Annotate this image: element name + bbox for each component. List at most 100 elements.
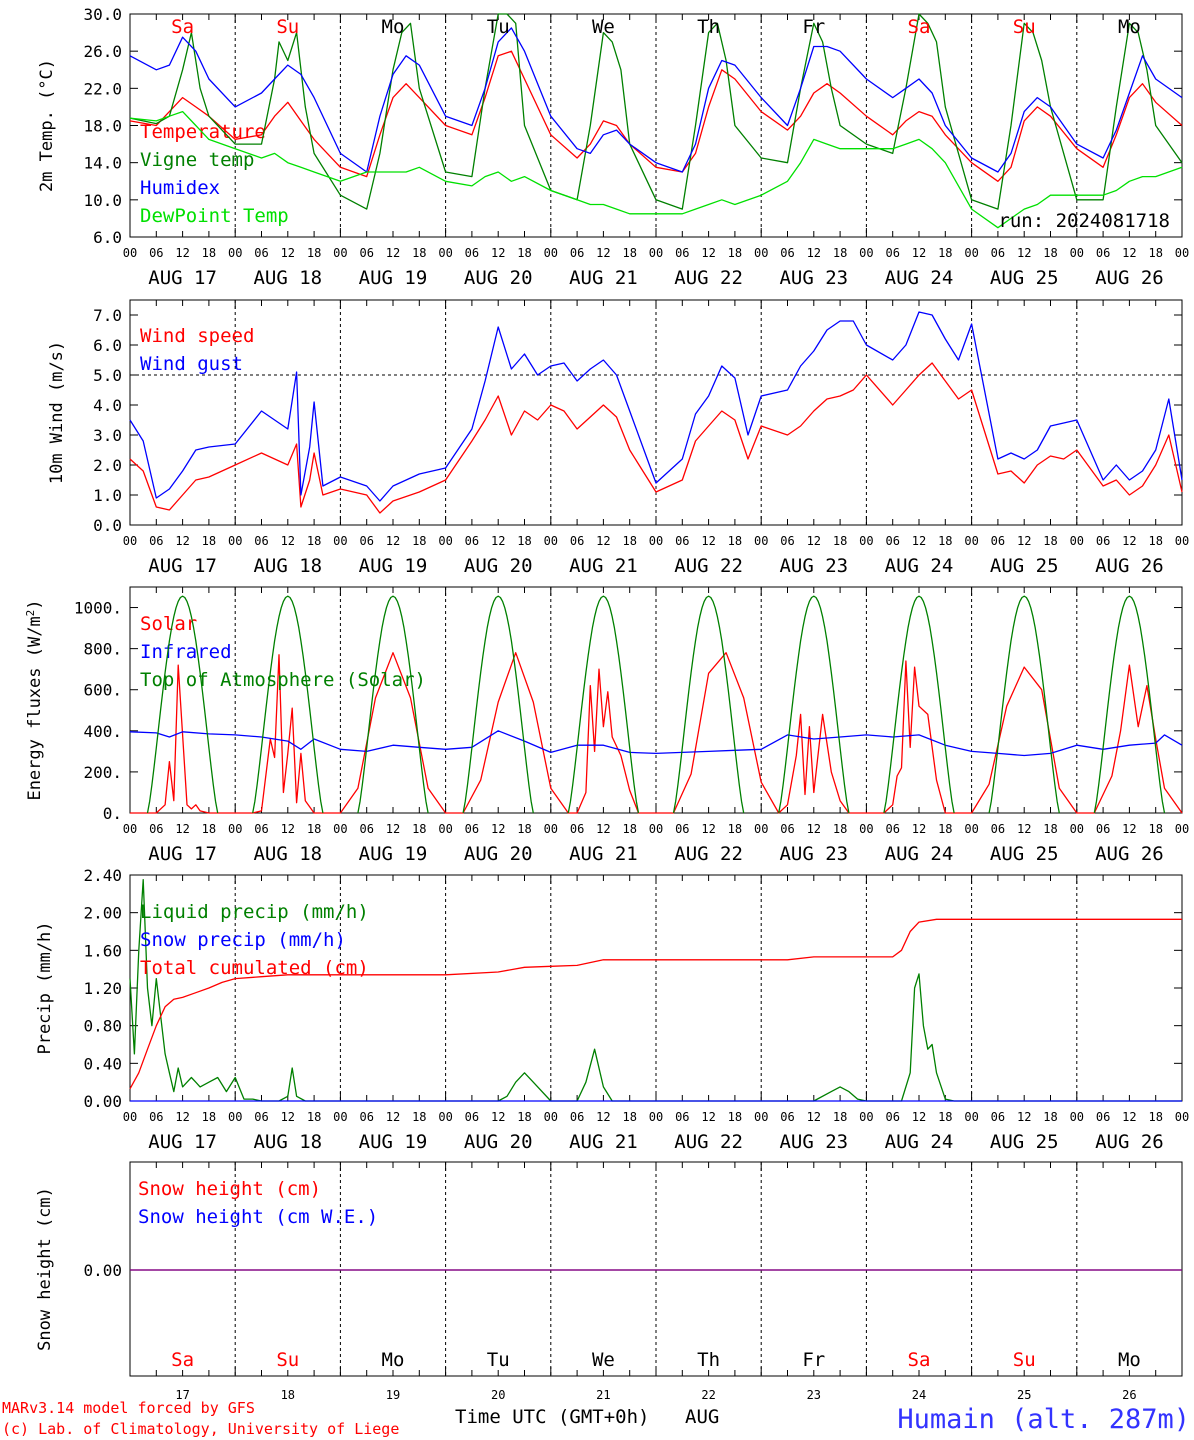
hour-tick-label: 18 <box>202 246 216 260</box>
hour-tick-label: 12 <box>175 1110 189 1124</box>
date-label: AUG 21 <box>569 843 638 865</box>
legend-entry: Total cumulated (cm) <box>140 957 369 979</box>
hour-tick-label: 06 <box>991 1110 1005 1124</box>
series-line-total-cumulated-cm- <box>129 918 1182 1090</box>
y-tick-label: 0.80 <box>83 1017 122 1036</box>
hour-tick-label: 12 <box>281 534 295 548</box>
y-axis-label: 2m Temp. (°C) <box>37 59 57 192</box>
hour-tick-label: 06 <box>675 822 689 836</box>
hour-tick-label: 00 <box>123 1110 137 1124</box>
hour-tick-label: 00 <box>1070 822 1084 836</box>
hour-tick-label: 12 <box>807 246 821 260</box>
y-tick-label: 6.0 <box>93 336 122 355</box>
series-line-infrared <box>129 730 1183 757</box>
hour-tick-label: 12 <box>912 822 926 836</box>
date-label: AUG 26 <box>1095 1131 1164 1153</box>
day-number-label: 17 <box>175 1388 189 1402</box>
y-tick-label: 6.0 <box>93 228 122 247</box>
hour-tick-label: 00 <box>438 822 452 836</box>
hour-tick-label: 06 <box>359 534 373 548</box>
date-label: AUG 22 <box>674 555 743 577</box>
y-tick-label: 26.0 <box>83 42 122 61</box>
legend-entry: Infrared <box>140 641 232 663</box>
hour-tick-label: 06 <box>885 1110 899 1124</box>
y-tick-label: 800. <box>83 640 122 659</box>
date-label: AUG 24 <box>885 1131 954 1153</box>
hour-tick-label: 12 <box>1122 534 1136 548</box>
hour-tick-label: 12 <box>596 534 610 548</box>
hour-tick-label: 06 <box>991 246 1005 260</box>
y-tick-label: 1000. <box>74 599 122 618</box>
hour-tick-label: 12 <box>491 822 505 836</box>
hour-tick-label: 12 <box>281 1110 295 1124</box>
hour-tick-label: 12 <box>1017 1110 1031 1124</box>
legend-entry: Snow precip (mm/h) <box>140 929 346 951</box>
hour-tick-label: 06 <box>254 1110 268 1124</box>
date-label: AUG 20 <box>464 843 533 865</box>
hour-tick-label: 00 <box>228 534 242 548</box>
series-line-vigne-temp <box>129 13 1183 210</box>
hour-tick-label: 18 <box>517 822 531 836</box>
weekday-label: Su <box>276 1349 299 1371</box>
hour-tick-label: 18 <box>1148 534 1162 548</box>
hour-tick-label: 18 <box>622 246 636 260</box>
weekday-label: Mo <box>382 1349 405 1371</box>
hour-tick-label: 00 <box>754 1110 768 1124</box>
series-line-solar <box>130 652 1183 814</box>
hour-tick-label: 12 <box>281 246 295 260</box>
hour-tick-label: 00 <box>123 246 137 260</box>
hour-tick-label: 06 <box>991 822 1005 836</box>
series-line-top-of-atmosphere-solar- <box>146 595 1166 814</box>
hour-tick-label: 12 <box>701 822 715 836</box>
hour-tick-label: 00 <box>859 822 873 836</box>
series-line-wind-gust <box>129 311 1183 502</box>
y-tick-label: 5.0 <box>93 366 122 385</box>
hour-tick-label: 12 <box>386 246 400 260</box>
hour-tick-label: 00 <box>228 822 242 836</box>
day-number-label: 25 <box>1017 1388 1031 1402</box>
hour-tick-label: 06 <box>149 534 163 548</box>
date-label: AUG 25 <box>990 555 1059 577</box>
hour-tick-label: 06 <box>675 246 689 260</box>
hour-tick-label: 00 <box>438 1110 452 1124</box>
y-axis-label: Energy fluxes (W/m2) <box>24 599 46 800</box>
hour-tick-label: 12 <box>1017 246 1031 260</box>
hour-tick-label: 12 <box>386 822 400 836</box>
weekday-label: Tu <box>487 1349 510 1371</box>
panel-4: 0.00 0.40 0.80 1.20 1.60 2.00 2.40 Precip (mm/h… <box>35 866 1189 1153</box>
weekday-label: Sa <box>171 16 194 38</box>
hour-tick-label: 00 <box>544 1110 558 1124</box>
y-axis-label: Snow height (cm) <box>35 1187 55 1351</box>
hour-tick-label: 18 <box>728 534 742 548</box>
hour-tick-label: 00 <box>1175 246 1189 260</box>
hour-tick-label: 18 <box>307 1110 321 1124</box>
hour-tick-label: 00 <box>964 534 978 548</box>
hour-tick-label: 18 <box>1043 246 1057 260</box>
hour-tick-label: 06 <box>780 822 794 836</box>
y-tick-label: 0.40 <box>83 1054 122 1073</box>
date-label: AUG 26 <box>1095 555 1164 577</box>
hour-tick-label: 18 <box>833 822 847 836</box>
hour-tick-label: 12 <box>1017 822 1031 836</box>
y-tick-label: 18.0 <box>83 117 122 136</box>
legend-entry: Vigne temp <box>140 149 254 171</box>
footer: MARv3.14 model forced by GFS (c) Lab. of … <box>2 1399 1190 1438</box>
hour-tick-label: 00 <box>964 1110 978 1124</box>
hour-tick-label: 00 <box>1070 534 1084 548</box>
date-label: AUG 22 <box>674 267 743 289</box>
weekday-label: Su <box>1013 16 1036 38</box>
y-tick-label: 1.20 <box>83 979 122 998</box>
day-number-label: 26 <box>1122 1388 1136 1402</box>
panel-3: 0. 200. 400. 600. 800. 1000. Energy fluxes (W/… <box>24 586 1189 865</box>
hour-tick-label: 18 <box>833 246 847 260</box>
weekday-label: Sa <box>171 1349 194 1371</box>
legend-entry: Snow height (cm W.E.) <box>138 1206 378 1228</box>
weekday-label: Th <box>697 16 720 38</box>
hour-tick-label: 06 <box>570 534 584 548</box>
hour-tick-label: 00 <box>333 246 347 260</box>
y-axis-label: 10m Wind (m/s) <box>47 341 67 484</box>
day-number-label: 22 <box>701 1388 715 1402</box>
date-label: AUG 22 <box>674 1131 743 1153</box>
weekday-label: Mo <box>1118 16 1141 38</box>
hour-tick-label: 00 <box>1175 534 1189 548</box>
